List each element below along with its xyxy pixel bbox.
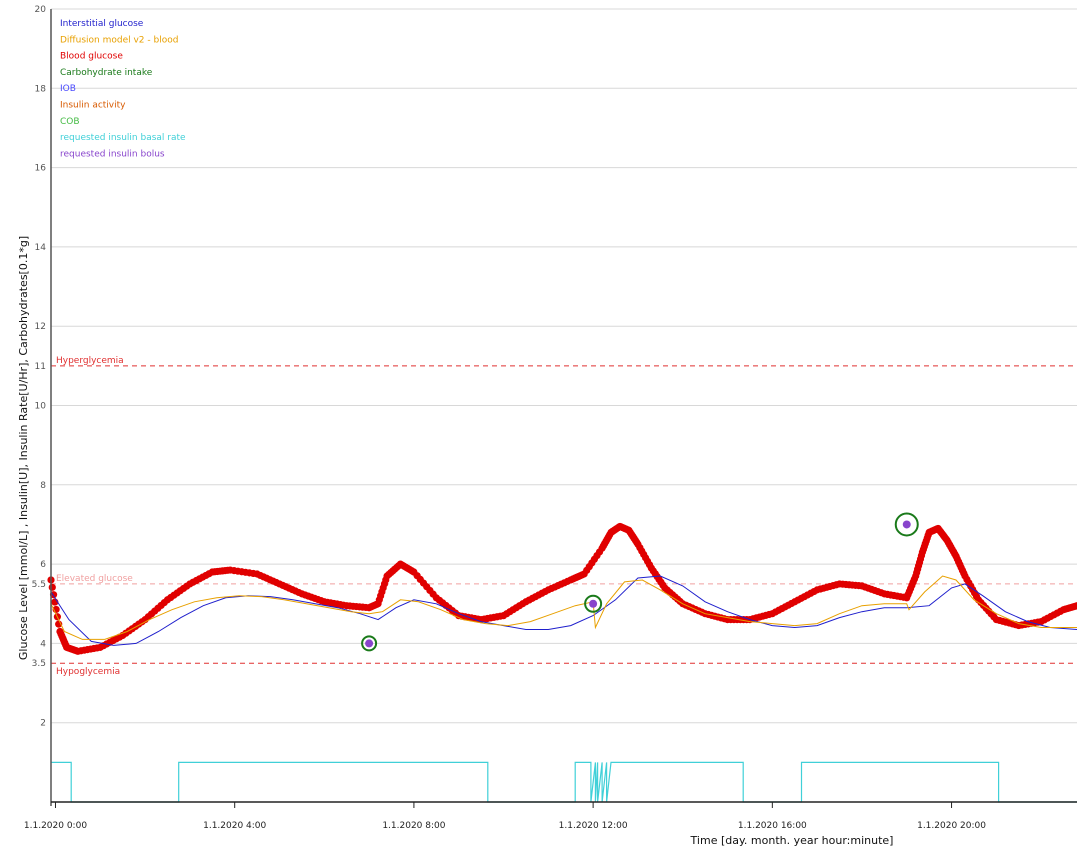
legend-item: requested insulin basal rate [60, 133, 186, 143]
x-tick-label: 1.1.2020 4:00 [203, 821, 266, 831]
y-tick-label: 8 [40, 481, 46, 491]
y-tick-label: 18 [35, 84, 47, 94]
x-tick-label: 1.1.2020 16:00 [738, 821, 807, 831]
x-tick-label: 1.1.2020 12:00 [559, 821, 628, 831]
insulin-bolus-marker [365, 639, 374, 648]
x-tick-label: 1.1.2020 8:00 [382, 821, 445, 831]
series-layer [47, 512, 1077, 803]
y-tick-label: 10 [35, 402, 47, 412]
blood-glucose-point [1073, 602, 1077, 610]
legend-item: Insulin activity [60, 101, 126, 111]
legend-item: COB [60, 117, 80, 127]
y-tick-label: 4 [40, 639, 46, 649]
threshold-label: Hypoglycemia [56, 667, 120, 677]
threshold-label: Hyperglycemia [56, 356, 124, 366]
legend-item: IOB [60, 84, 76, 94]
carbohydrate-intake-marker [894, 512, 919, 537]
legend-item: Blood glucose [60, 52, 123, 62]
y-tick-label: 3.5 [32, 659, 46, 669]
legend-item: Carbohydrate intake [60, 68, 153, 78]
y-tick-label: 12 [35, 322, 46, 332]
insulin-bolus-marker [902, 520, 911, 529]
y-tick-label: 5.5 [32, 580, 46, 590]
insulin-bolus-marker [589, 599, 598, 608]
y-tick-label: 14 [35, 243, 47, 253]
basal-rate-line [51, 761, 1077, 803]
legend-item: Diffusion model v2 - blood [60, 35, 178, 45]
axes: 2 3.5 4 5.5 6 8 10 11 12 14 16 18 20 1.1.2020 0:00 1.1… [24, 5, 1077, 831]
blood-glucose-point [48, 583, 56, 591]
legend-item: Interstitial glucose [60, 19, 144, 29]
y-tick-label: 20 [35, 5, 47, 15]
x-tick-label: 1.1.2020 0:00 [24, 821, 87, 831]
interstitial-glucose-line [50, 575, 1077, 646]
legend: Interstitial glucose Diffusion model v2 -… [60, 19, 186, 159]
threshold-lines: Hyperglycemia Elevated glucose Hypoglycemi… [51, 356, 1077, 677]
legend-item: requested insulin bolus [60, 149, 165, 159]
y-tick-label: 11 [35, 362, 46, 372]
y-axis-label: Glucose Level [mmol/L] , Insulin[U], Ins… [17, 236, 30, 660]
y-tick-label: 6 [40, 560, 46, 570]
x-axis-label: Time [day. month. year hour:minute] [690, 834, 894, 847]
y-tick-label: 16 [35, 164, 47, 174]
grid-lines [51, 8, 1077, 724]
carbohydrate-intake-marker [584, 594, 603, 613]
carbohydrate-intake-marker [361, 635, 378, 652]
x-tick-label: 1.1.2020 20:00 [917, 821, 986, 831]
threshold-label: Elevated glucose [56, 574, 133, 584]
y-tick-label: 2 [40, 719, 46, 729]
